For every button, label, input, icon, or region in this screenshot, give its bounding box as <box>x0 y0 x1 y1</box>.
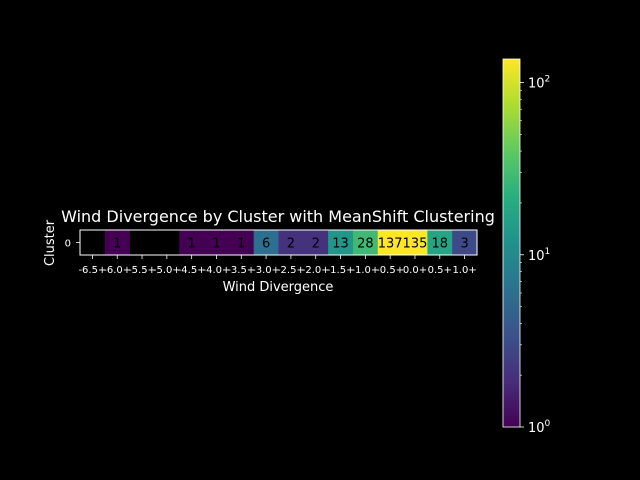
x-tick-label: -5.0+ <box>153 265 181 276</box>
cell-value-label: 2 <box>312 237 320 252</box>
cell-value-label: 1 <box>212 237 220 252</box>
cell-value-label: 13 <box>332 237 349 252</box>
cell-value-label: 18 <box>432 237 449 252</box>
x-tick-label: -3.5+ <box>227 265 255 276</box>
x-tick-label: -0.5+ <box>376 265 404 276</box>
heatmap-cell <box>427 230 453 255</box>
heatmap-cell <box>204 230 230 255</box>
x-tick-label: 0.0+ <box>403 265 427 276</box>
heatmap-cells <box>104 230 478 255</box>
cell-value-label: 3 <box>460 237 468 252</box>
heatmap-cell <box>328 230 354 255</box>
cell-value-label: 28 <box>357 237 374 252</box>
heatmap-cell <box>303 230 329 255</box>
x-tick-label: -1.0+ <box>351 265 379 276</box>
chart-title: Wind Divergence by Cluster with MeanShif… <box>61 207 495 226</box>
cell-value-label: 137 <box>378 237 403 252</box>
cell-value-label: 135 <box>403 237 428 252</box>
cell-value-label: 1 <box>113 237 121 252</box>
x-tick-label: -6.0+ <box>103 265 131 276</box>
x-tick-label: -2.5+ <box>277 265 305 276</box>
heatmap-cell <box>179 230 205 255</box>
x-tick-label: -3.0+ <box>252 265 280 276</box>
heatmap-cell <box>253 230 279 255</box>
colorbar-tick-label: 100 <box>528 419 551 436</box>
x-tick-label: -4.0+ <box>203 265 231 276</box>
heatmap-cell <box>228 230 255 255</box>
heatmap-cell <box>452 230 478 255</box>
x-tick-label: -6.5+ <box>78 265 106 276</box>
x-axis-label: Wind Divergence <box>223 280 334 295</box>
heatmap-cell <box>104 230 131 255</box>
heatmap-cell <box>377 230 403 255</box>
x-axis-ticks: -6.5+-6.0+-5.5+-5.0+-4.5+-4.0+-3.5+-3.0+… <box>78 255 477 276</box>
y-tick-label: 0 <box>65 239 71 250</box>
heatmap-cell <box>402 230 428 255</box>
x-tick-label: -2.0+ <box>302 265 330 276</box>
cell-value-label: 1 <box>188 237 196 252</box>
colorbar-ticks: 100 101 102 <box>520 75 551 436</box>
cell-value-label: 6 <box>262 237 270 252</box>
heatmap-cell <box>352 230 379 255</box>
x-tick-label: 0.5+ <box>428 265 452 276</box>
colorbar-tick-label: 102 <box>528 75 550 92</box>
heatmap-cell <box>278 230 304 255</box>
x-tick-label: -4.5+ <box>178 265 206 276</box>
colorbar <box>502 58 521 428</box>
x-tick-label: 1.0+ <box>452 265 476 276</box>
cell-value-label: 1 <box>237 237 245 252</box>
x-tick-label: -1.5+ <box>327 265 355 276</box>
cell-value-label: 2 <box>287 237 295 252</box>
heatmap-cell-labels: 1 1 1 1 6 2 2 13 28 137 135 18 3 <box>113 237 469 252</box>
y-axis-label: Cluster <box>43 219 58 266</box>
colorbar-tick-label: 101 <box>528 247 550 264</box>
x-tick-label: -5.5+ <box>128 265 156 276</box>
y-axis-ticks: 0 <box>65 239 80 250</box>
